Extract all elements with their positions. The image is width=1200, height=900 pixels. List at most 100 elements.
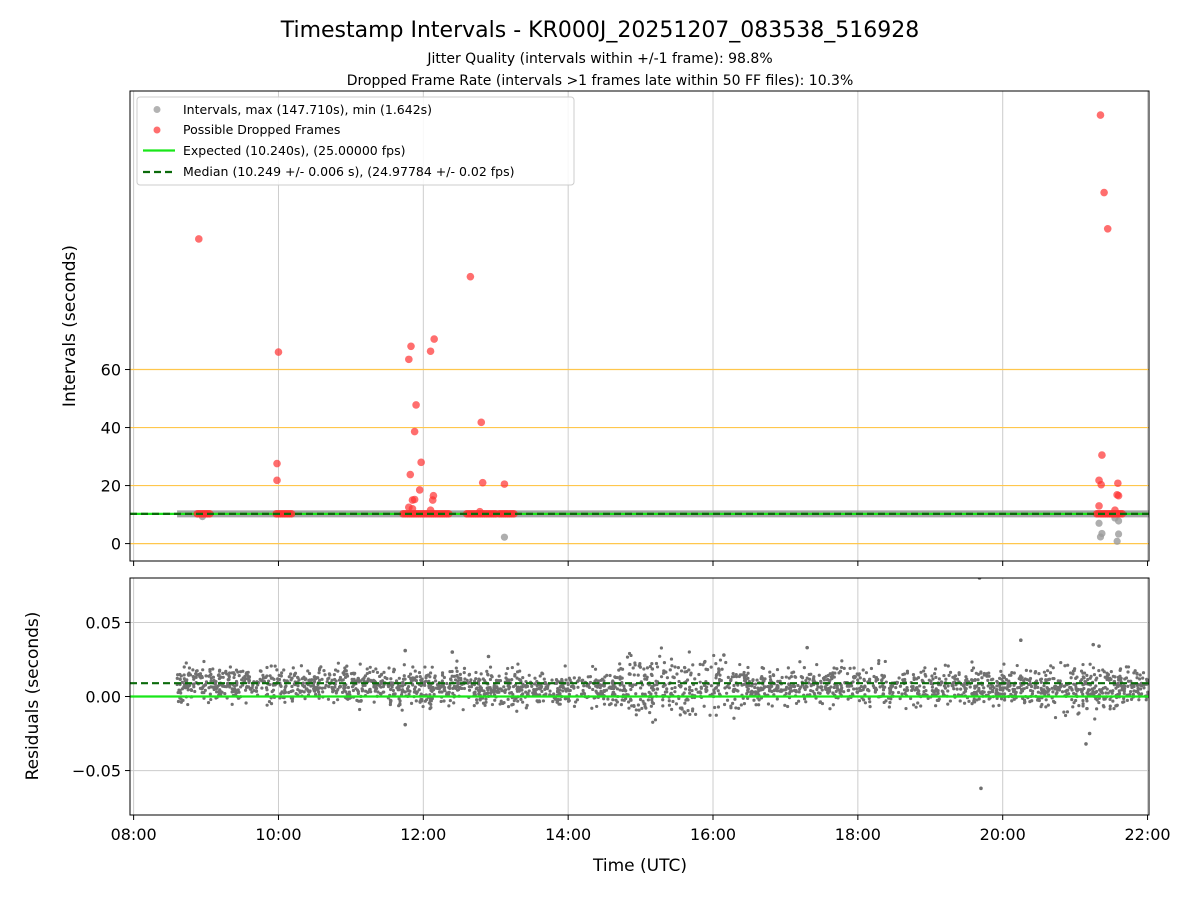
residual-point-1917 [754, 690, 758, 694]
residual-point-1307 [648, 710, 652, 715]
residual-point-2534 [867, 679, 871, 683]
residual-point-1461 [357, 680, 361, 684]
residual-point-173 [931, 677, 935, 681]
residual-point-1194 [186, 702, 190, 707]
residual-point-805 [846, 697, 850, 701]
residual-point-2398 [598, 683, 602, 687]
residual-point-500 [262, 676, 266, 680]
residual-point-555 [320, 677, 324, 681]
residual-point-1700 [962, 691, 966, 695]
residual-point-1617 [650, 673, 654, 678]
residual-point-599 [490, 702, 495, 707]
residual-point-1141 [744, 673, 748, 678]
residual-point-1321 [815, 662, 819, 667]
residual-point-1147 [976, 678, 980, 682]
residual-point-2121 [602, 702, 607, 706]
residual-point-1262 [534, 688, 538, 692]
residual-point-1810 [648, 664, 652, 669]
residual-point-1522 [911, 685, 915, 689]
residual-point-217 [671, 699, 675, 704]
residual-point-274 [881, 688, 886, 692]
residual-point-1097 [670, 686, 674, 691]
residual-point-1834 [868, 705, 872, 709]
residual-point-1414 [1005, 687, 1009, 691]
residual-point-473 [714, 676, 718, 680]
residual-point-1543 [230, 671, 234, 675]
residual-point-1837 [1028, 679, 1032, 683]
residual-point-2407 [323, 686, 327, 690]
residual-point-1367 [503, 690, 507, 694]
residual-point-2256 [186, 688, 190, 692]
residual-point-1213 [218, 668, 222, 672]
residual-point-2563 [209, 697, 213, 702]
residual-point-948 [1028, 700, 1032, 704]
residual-point-1142 [510, 677, 514, 682]
residual-point-862 [986, 678, 990, 682]
residual-point-2242 [759, 677, 763, 681]
residual-point-453 [260, 686, 264, 690]
residual-point-650 [1144, 698, 1148, 702]
residual-point-2160 [643, 692, 647, 696]
residual-point-2361 [1118, 668, 1122, 672]
residual-point-2218 [1122, 691, 1126, 696]
residual-point-550 [368, 665, 372, 669]
residual-point-1455 [970, 678, 974, 682]
residual-point-670 [951, 684, 955, 688]
residual-point-720 [1126, 684, 1130, 688]
residual-point-2489 [934, 704, 938, 708]
residual-point-731 [423, 665, 427, 669]
residual-point-1665 [1074, 687, 1078, 691]
residual-point-45 [1138, 673, 1142, 677]
residual-point-1986 [268, 674, 272, 678]
residual-point-2544 [734, 675, 739, 679]
residual-point-2293 [987, 674, 991, 678]
residual-point-1442 [848, 666, 852, 670]
residual-point-2507 [985, 672, 989, 676]
residual-point-2478 [374, 687, 378, 691]
residual-point-1947 [362, 676, 366, 680]
residual-point-2548 [746, 687, 750, 691]
residual-point-1131 [642, 667, 646, 671]
residual-point-2585 [826, 677, 830, 682]
residual-point-1611 [456, 681, 461, 685]
residual-point-2530 [770, 689, 774, 694]
residual-point-1914 [267, 679, 271, 683]
residual-point-2566 [884, 699, 888, 703]
residual-point-1325 [448, 698, 452, 703]
residual-point-2344 [452, 684, 457, 688]
residual-point-1440 [303, 697, 307, 701]
residual-point-622 [463, 677, 467, 681]
residual-point-1937 [618, 688, 622, 692]
residual-point-1688 [786, 704, 790, 709]
residual-point-373 [934, 675, 938, 679]
residual-point-1860 [784, 691, 788, 696]
residual-point-2357 [189, 688, 193, 692]
residual-point-2237 [826, 691, 830, 695]
residual-point-1727 [354, 687, 358, 691]
residual-point-813 [1068, 671, 1073, 675]
residual-point-2422 [545, 686, 550, 690]
residual-point-1582 [287, 675, 291, 679]
dropped-point-2 [273, 459, 281, 468]
residual-point-2295 [1065, 688, 1069, 692]
residual-point-1723 [346, 685, 351, 690]
residual-point-2236 [794, 701, 799, 706]
residual-point-1806 [1098, 673, 1102, 678]
residual-point-1319 [888, 700, 892, 705]
residual-point-2101 [381, 690, 385, 694]
residual-point-2568 [250, 686, 254, 690]
residual-point-1113 [279, 684, 283, 688]
residual-point-1077 [434, 679, 438, 683]
intervals-y-tick-label-60: 60 [101, 361, 121, 380]
residual-point-2567 [308, 689, 312, 693]
residual-point-775 [638, 697, 643, 702]
residual-point-3 [402, 674, 406, 678]
residual-point-387 [702, 683, 707, 688]
residual-point-92 [391, 688, 395, 693]
residual-point-870 [440, 679, 444, 683]
residual-point-91 [465, 678, 469, 682]
residual-point-1174 [504, 672, 508, 676]
residual-point-2277 [873, 689, 878, 693]
residual-point-687 [887, 705, 891, 709]
residual-point-1159 [951, 675, 955, 679]
